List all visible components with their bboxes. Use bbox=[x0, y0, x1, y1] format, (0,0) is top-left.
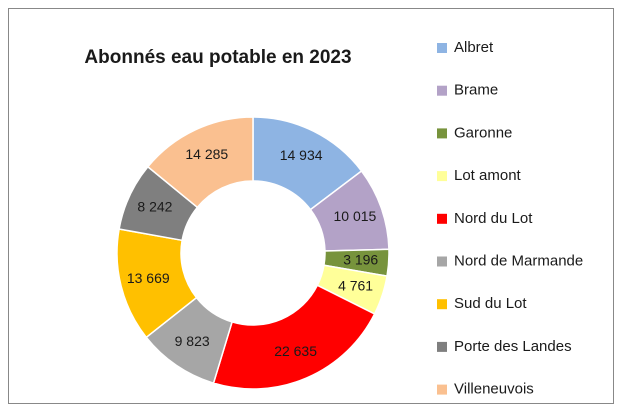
data-label: 8 242 bbox=[137, 198, 172, 214]
data-label: 14 934 bbox=[280, 147, 323, 163]
legend-label: Albret bbox=[454, 39, 494, 56]
legend-label: Porte des Landes bbox=[454, 338, 572, 355]
legend-swatch bbox=[437, 341, 447, 352]
data-label: 4 761 bbox=[338, 277, 373, 293]
legend-label: Nord de Marmande bbox=[454, 252, 583, 269]
legend-swatch bbox=[437, 213, 447, 224]
data-label: 14 285 bbox=[185, 146, 228, 162]
legend-swatch bbox=[437, 384, 447, 395]
legend-label: Villeneuvois bbox=[454, 381, 534, 398]
legend-swatch bbox=[437, 43, 447, 53]
legend-swatch bbox=[437, 256, 447, 267]
data-label: 22 635 bbox=[274, 343, 317, 359]
data-label: 3 196 bbox=[343, 251, 378, 267]
legend-swatch bbox=[437, 128, 447, 139]
data-label: 10 015 bbox=[334, 208, 377, 224]
legend-label: Brame bbox=[454, 82, 498, 99]
donut-slice bbox=[146, 116, 254, 209]
legend-label: Nord du Lot bbox=[454, 210, 533, 227]
legend-label: Sud du Lot bbox=[454, 295, 527, 312]
legend-swatch bbox=[437, 299, 447, 310]
data-label: 13 669 bbox=[127, 270, 170, 286]
legend-label: Garonne bbox=[454, 124, 512, 141]
legend-swatch bbox=[437, 85, 447, 96]
data-label: 9 823 bbox=[175, 333, 210, 349]
donut-slice bbox=[212, 284, 376, 390]
chart-title: Abonnés eau potable en 2023 bbox=[84, 47, 351, 68]
legend-swatch bbox=[437, 171, 447, 182]
legend-label: Lot amont bbox=[454, 167, 522, 184]
